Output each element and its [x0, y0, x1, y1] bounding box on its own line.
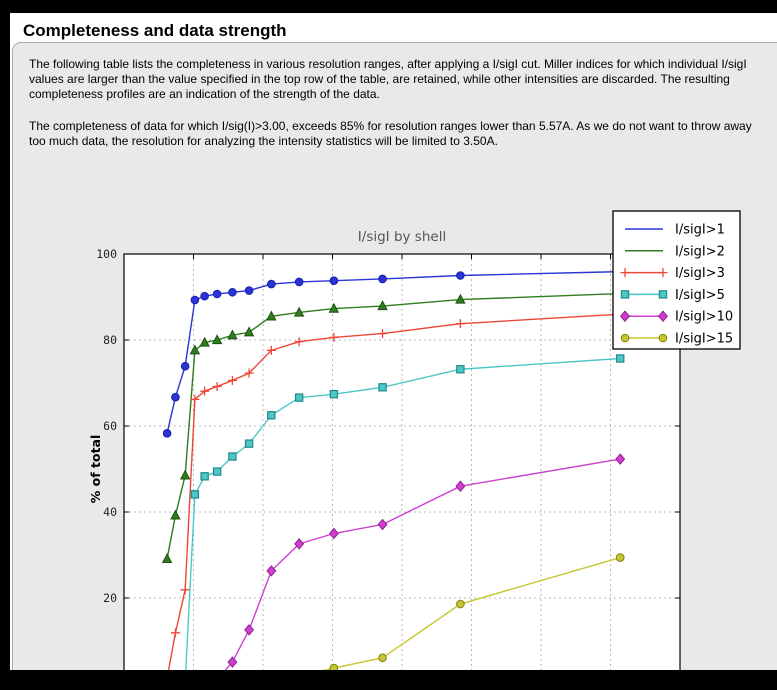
marker-triangle	[266, 310, 277, 321]
marker-square	[620, 290, 630, 299]
marker-circle	[615, 553, 625, 562]
marker-diamond	[620, 310, 630, 322]
marker-circle	[456, 271, 465, 280]
marker-square	[212, 467, 222, 476]
plot-area	[124, 254, 680, 670]
marker-square	[378, 383, 387, 392]
chart-title: I/sigI by shell	[358, 229, 446, 245]
marker-circle	[378, 653, 387, 663]
marker-circle	[171, 392, 180, 402]
marker-circle	[212, 289, 222, 299]
marker-diamond	[658, 310, 668, 322]
marker-circle	[200, 291, 209, 301]
marker-plus	[170, 628, 180, 638]
marker-square	[228, 452, 237, 461]
marker-triangle	[293, 306, 305, 317]
marker-circle	[378, 274, 387, 284]
marker-plus	[294, 337, 304, 347]
marker-circle	[244, 286, 254, 295]
marker-square	[658, 290, 668, 299]
marker-diamond	[615, 453, 626, 465]
description-panel: The following table lists the completene…	[12, 42, 777, 670]
marker-diamond	[455, 480, 466, 492]
legend-label: I/sigI>3	[675, 266, 725, 281]
marker-circle	[658, 333, 668, 343]
tick-label-y: 80	[103, 333, 117, 347]
marker-triangle	[199, 336, 210, 347]
marker-triangle	[179, 469, 191, 480]
marker-square	[616, 354, 625, 363]
marker-diamond	[227, 656, 238, 668]
marker-plus	[266, 345, 276, 355]
marker-circle	[620, 333, 630, 343]
report-window: Completeness and data strength The follo…	[10, 13, 777, 670]
marker-triangle	[328, 302, 340, 313]
marker-circle	[228, 287, 237, 297]
marker-plus	[620, 268, 630, 278]
marker-diamond	[377, 518, 388, 531]
marker-square	[456, 365, 465, 374]
marker-triangle	[227, 329, 238, 340]
series-line-i-sigi-2	[166, 292, 621, 560]
marker-circle	[294, 277, 304, 287]
tick-label-y: 100	[96, 247, 117, 261]
marker-triangle	[243, 326, 255, 337]
marker-triangle	[211, 334, 223, 345]
completeness-chart: 2.02.53.03.54.04.55.05.56.0020406080100I…	[88, 210, 741, 670]
marker-triangle	[455, 293, 466, 304]
legend-label: I/sigI>1	[675, 223, 725, 238]
marker-plus	[200, 386, 210, 396]
marker-plus	[378, 329, 388, 339]
y-axis-label: % of total	[88, 435, 103, 504]
marker-circle	[329, 276, 339, 285]
marker-circle	[190, 295, 200, 305]
marker-plus	[455, 319, 465, 329]
marker-plus	[329, 332, 339, 342]
marker-circle	[180, 361, 190, 371]
page-title-text: Completeness and data strength	[23, 21, 287, 40]
tick-label-y: 40	[103, 505, 117, 519]
page-title: Completeness and data strength	[23, 21, 287, 41]
marker-diamond	[294, 538, 305, 550]
marker-triangle	[377, 300, 388, 311]
series-line-i-sigi-1	[166, 270, 621, 434]
marker-triangle	[170, 509, 181, 520]
marker-diamond	[266, 565, 277, 577]
marker-circle	[456, 599, 465, 609]
marker-circle	[267, 279, 276, 289]
series-line-i-sigi-5	[185, 357, 621, 670]
marker-plus	[658, 268, 668, 278]
series-line-i-sigi-15	[322, 556, 621, 670]
tick-label-y: 20	[103, 591, 117, 605]
marker-plus	[212, 381, 222, 391]
legend-label: I/sigI>2	[675, 244, 725, 259]
marker-square	[200, 472, 209, 481]
paragraph-2: The completeness of data for which I/sig…	[29, 119, 752, 148]
marker-triangle	[161, 552, 173, 563]
marker-diamond	[244, 624, 255, 636]
legend-label: I/sigI>5	[675, 288, 725, 303]
marker-circle	[162, 429, 172, 438]
paragraph-1: The following table lists the completene…	[29, 57, 747, 101]
legend-box	[612, 210, 741, 350]
marker-square	[267, 411, 276, 420]
marker-square	[190, 490, 200, 499]
marker-triangle	[189, 344, 201, 355]
series-line-i-sigi-3	[167, 313, 621, 670]
tick-label-y: 60	[103, 419, 117, 433]
series-line-i-sigi-10	[224, 458, 621, 670]
marker-square	[329, 389, 339, 399]
legend-label: I/sigI>10	[675, 310, 733, 325]
legend-label: I/sigI>15	[675, 332, 733, 347]
marker-plus	[244, 368, 254, 378]
marker-diamond	[328, 527, 339, 540]
marker-square	[294, 393, 304, 402]
marker-plus	[227, 375, 237, 385]
marker-plus	[190, 394, 200, 404]
marker-plus	[180, 585, 190, 595]
marker-square	[244, 439, 254, 448]
marker-circle	[329, 663, 339, 670]
